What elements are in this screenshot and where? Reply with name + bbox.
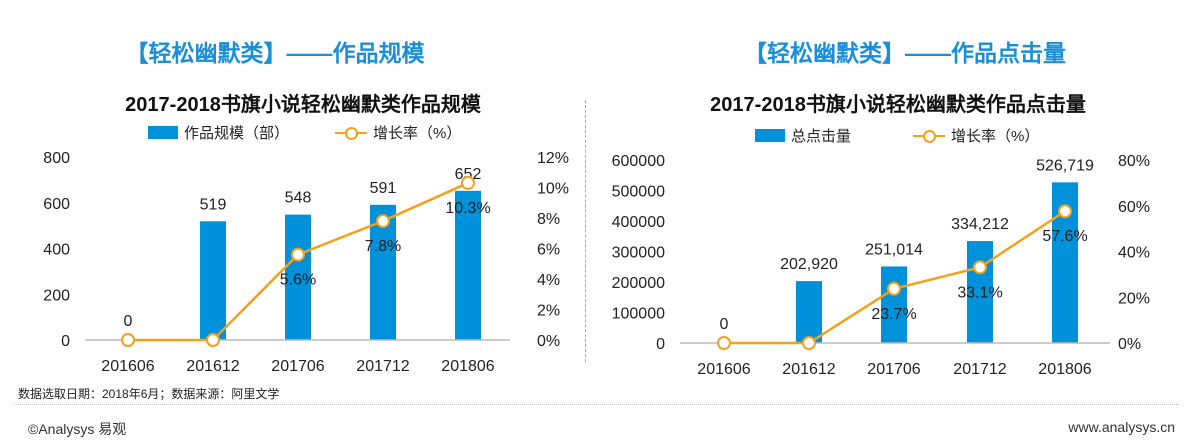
y2-tick-label: 8% [537, 211, 560, 228]
bar [455, 190, 481, 340]
legend-line-swatch [913, 129, 946, 143]
y2-tick-label: 0% [1118, 336, 1141, 353]
y-tick-label: 200 [43, 287, 70, 304]
legend-line-label: 增长率（%） [373, 125, 462, 142]
left-chart-title: 2017-2018书旗小说轻松幽默类作品规模 [125, 94, 481, 116]
bar-value-label: 591 [370, 180, 397, 197]
growth-value-label: 7.8% [365, 238, 401, 255]
growth-value-label: 33.1% [957, 284, 1002, 301]
y2-tick-label: 10% [537, 181, 569, 198]
growth-point [802, 336, 816, 350]
right-header: 【轻松幽默类】——作品点击量 [744, 40, 1066, 66]
growth-point [121, 333, 135, 347]
site-url: www.analysys.cn [1068, 419, 1175, 435]
left-legend: 作品规模（部） 增长率（%） [148, 122, 461, 143]
growth-value-label: 5.6% [280, 272, 316, 289]
growth-point [206, 333, 220, 347]
x-tick-label: 201806 [1038, 361, 1091, 378]
bar-value-label: 334,212 [951, 216, 1009, 233]
y2-tick-label: 0% [537, 333, 560, 350]
y2-tick-label: 80% [1118, 153, 1150, 170]
growth-point [376, 214, 390, 229]
left-header: 【轻松幽默类】——作品规模 [125, 40, 425, 66]
bar-value-label: 0 [124, 313, 133, 330]
y2-tick-label: 12% [537, 150, 569, 167]
x-tick-label: 201612 [782, 361, 835, 378]
x-tick-label: 201712 [953, 361, 1006, 378]
y-tick-label: 100000 [612, 306, 665, 323]
growth-point [1058, 204, 1072, 219]
copyright: ©Analysys 易观 [28, 421, 127, 437]
growth-value-label: 10.3% [445, 200, 490, 217]
bar-value-label: 0 [720, 316, 729, 333]
bar [967, 241, 993, 343]
x-tick-label: 201706 [271, 358, 324, 375]
growth-point [461, 175, 475, 190]
growth-point [717, 336, 731, 350]
y2-tick-label: 6% [537, 242, 560, 259]
bar-value-label: 202,920 [780, 256, 838, 273]
bar-value-label: 251,014 [865, 241, 923, 258]
right-chart-title: 2017-2018书旗小说轻松幽默类作品点击量 [710, 94, 1086, 116]
chart-divider [585, 100, 586, 362]
y-tick-label: 200000 [612, 275, 665, 292]
x-tick-label: 201606 [101, 358, 154, 375]
legend-line-swatch [335, 126, 368, 140]
bar [881, 266, 907, 343]
growth-point [291, 247, 305, 262]
y-tick-label: 600 [43, 196, 70, 213]
growth-point [973, 260, 987, 275]
legend-bar-swatch [755, 129, 785, 142]
y2-tick-label: 4% [537, 272, 560, 289]
y-tick-label: 300000 [612, 245, 665, 262]
x-tick-label: 201712 [356, 358, 409, 375]
x-tick-label: 201612 [186, 358, 239, 375]
source-note: 数据选取日期：2018年6月；数据来源：阿里文学 [18, 387, 280, 401]
y-tick-label: 800 [43, 150, 70, 167]
y-tick-label: 0 [61, 333, 70, 350]
growth-point [887, 281, 901, 296]
x-tick-label: 201806 [441, 358, 494, 375]
y-tick-label: 400 [43, 242, 70, 259]
right-legend: 总点击量 增长率（%） [755, 125, 1039, 146]
growth-value-label: 57.6% [1042, 228, 1087, 245]
legend-bar-swatch [148, 126, 178, 139]
x-tick-label: 201706 [867, 361, 920, 378]
y-tick-label: 600000 [612, 153, 665, 170]
x-tick-label: 201606 [697, 361, 750, 378]
growth-value-label: 23.7% [871, 306, 916, 323]
bar [796, 281, 822, 343]
bar-value-label: 526,719 [1036, 157, 1094, 174]
y-tick-label: 400000 [612, 214, 665, 231]
y-tick-label: 0 [656, 336, 665, 353]
legend-bar-label: 作品规模（部） [184, 125, 290, 142]
y2-tick-label: 20% [1118, 290, 1150, 307]
bar-value-label: 548 [285, 190, 312, 207]
legend-bar-label: 总点击量 [791, 128, 852, 145]
bar [200, 221, 226, 340]
bar [285, 214, 311, 340]
bar-value-label: 519 [200, 196, 227, 213]
y2-tick-label: 2% [537, 303, 560, 320]
legend-line-label: 增长率（%） [951, 128, 1040, 145]
y-tick-label: 500000 [612, 184, 665, 201]
footer-rule [14, 404, 1179, 405]
y2-tick-label: 60% [1118, 199, 1150, 216]
bar-value-label: 652 [455, 166, 482, 183]
y2-tick-label: 40% [1118, 245, 1150, 262]
